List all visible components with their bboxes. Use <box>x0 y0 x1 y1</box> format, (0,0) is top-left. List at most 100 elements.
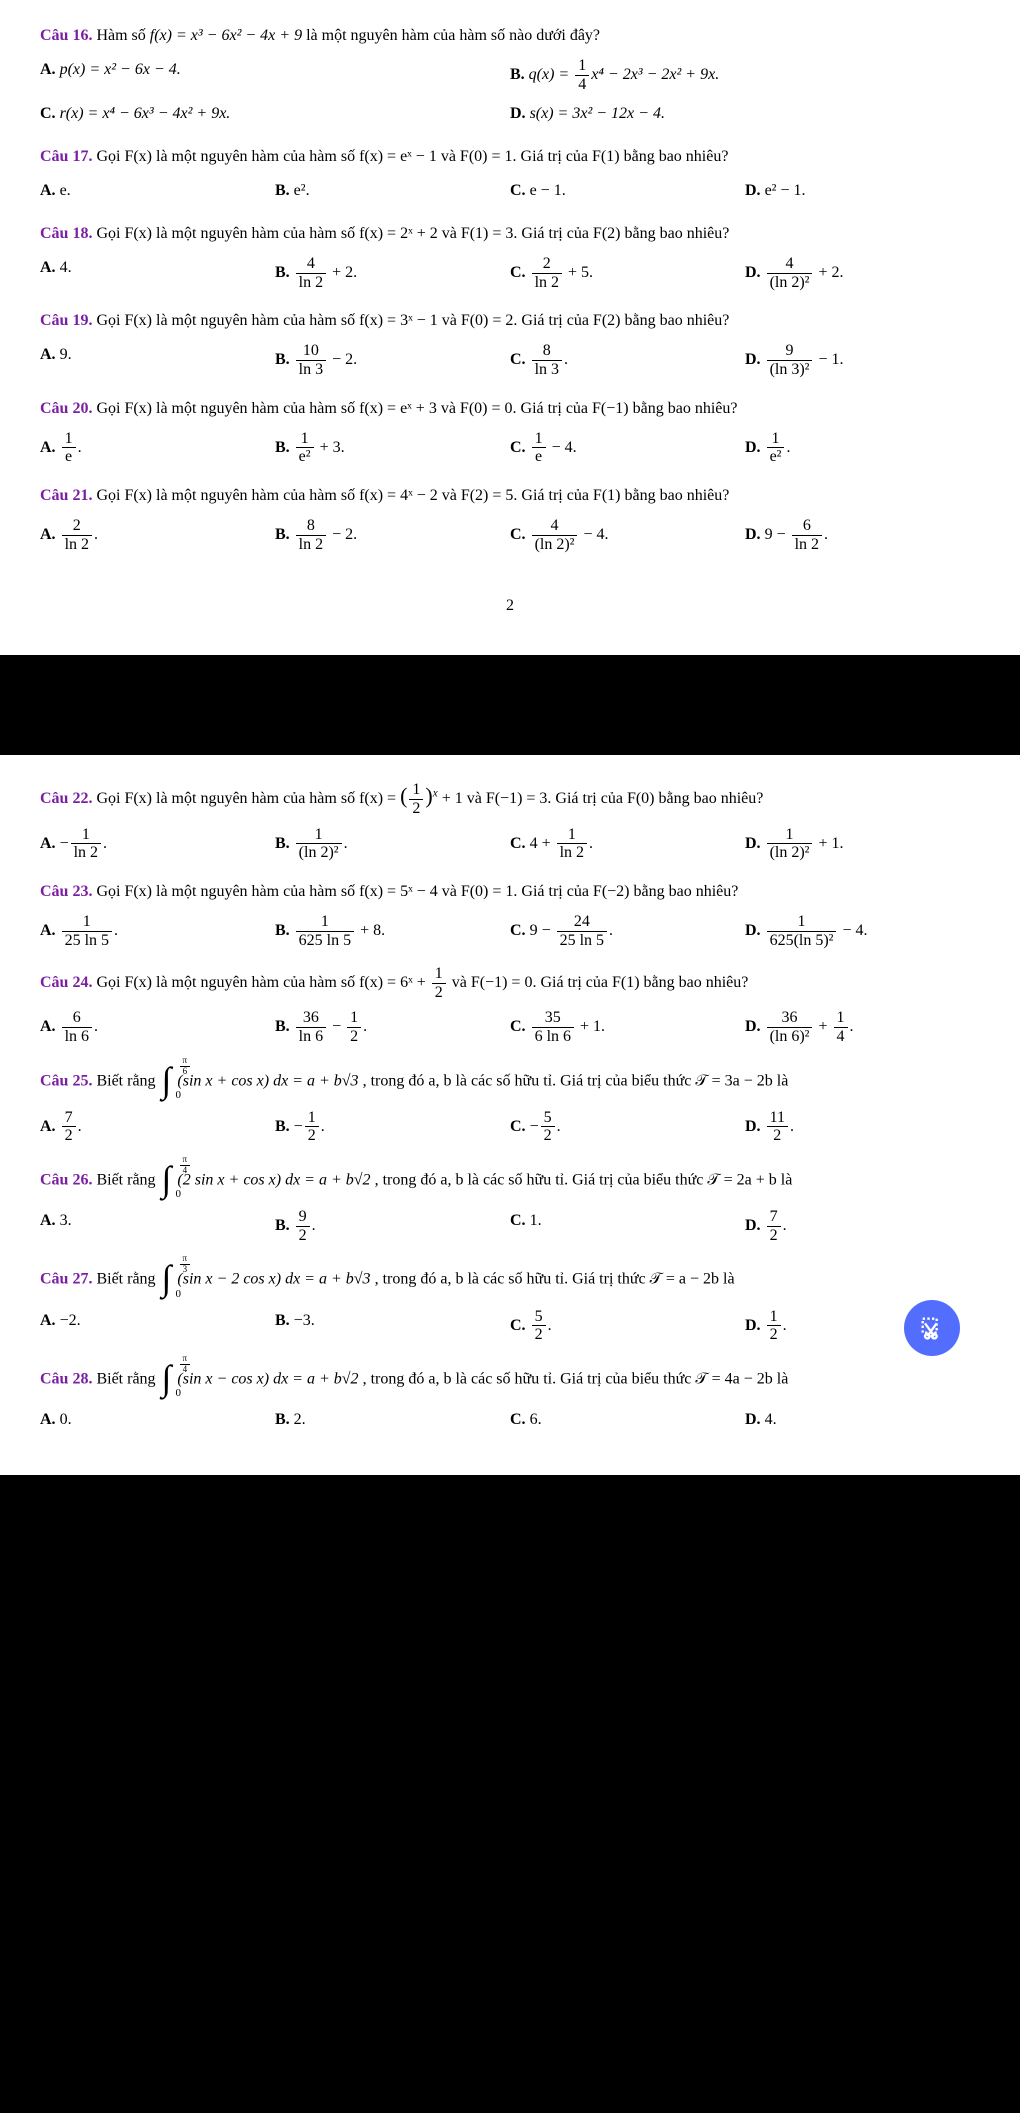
question-21: Câu 21. Gọi F(x) là một nguyên hàm của h… <box>40 482 980 557</box>
q26-text-after: , trong đó a, b là các số hữu tỉ. Giá tr… <box>375 1171 793 1188</box>
question-22: Câu 22. Gọi F(x) là một nguyên hàm của h… <box>40 777 980 866</box>
q17-d: e² − 1. <box>765 182 806 199</box>
q28-text-after: , trong đó a, b là các số hữu tỉ. Giá tr… <box>363 1370 789 1387</box>
q20-c-post: − 4. <box>548 438 577 455</box>
q27-b: −3. <box>294 1312 315 1329</box>
q22-a-post: . <box>103 834 107 851</box>
q18-text: Gọi F(x) là một nguyên hàm của hàm số f(… <box>96 225 729 242</box>
q22-text-before: Gọi F(x) là một nguyên hàm của hàm số f(… <box>96 790 400 807</box>
question-28: Câu 28. Biết rằng ∫π40 (sin x − cos x) d… <box>40 1360 980 1437</box>
q23-text: Gọi F(x) là một nguyên hàm của hàm số f(… <box>96 883 738 900</box>
label-c: C. <box>40 105 60 122</box>
q28-text-before: Biết rằng <box>96 1370 159 1387</box>
q19-num: Câu 19. <box>40 312 92 329</box>
q24-text-before: Gọi F(x) là một nguyên hàm của hàm số f(… <box>96 974 429 991</box>
q20-num: Câu 20. <box>40 400 92 417</box>
q28-a: 0. <box>60 1411 72 1428</box>
q22-text-after: + 1 và F(−1) = 3. Giá trị của F(0) bằng … <box>442 790 764 807</box>
q19-a: 9. <box>60 346 72 363</box>
integral-icon: ∫π40 <box>162 1161 172 1200</box>
q27-a: −2. <box>60 1312 81 1329</box>
label-d: D. <box>510 105 530 122</box>
q19-b-post: − 2. <box>328 351 357 368</box>
q18-a: 4. <box>60 259 72 276</box>
q27-d-post: . <box>783 1316 787 1333</box>
q22-num: Câu 22. <box>40 790 92 807</box>
q27-integrand: (sin x − 2 cos x) dx = a + b√3 <box>177 1271 370 1288</box>
q26-integrand: (2 sin x + cos x) dx = a + b√2 <box>177 1171 370 1188</box>
question-25: Câu 25. Biết rằng ∫π60 (sin x + cos x) d… <box>40 1062 980 1149</box>
q27-text-before: Biết rằng <box>96 1271 159 1288</box>
q21-text: Gọi F(x) là một nguyên hàm của hàm số f(… <box>96 487 729 504</box>
q17-text: Gọi F(x) là một nguyên hàm của hàm số f(… <box>96 148 728 165</box>
q16-a: p(x) = x² − 6x − 4. <box>60 61 181 78</box>
question-23: Câu 23. Gọi F(x) là một nguyên hàm của h… <box>40 878 980 953</box>
page-2: Câu 22. Gọi F(x) là một nguyên hàm của h… <box>0 755 1020 1474</box>
q26-b-post: . <box>312 1217 316 1234</box>
question-20: Câu 20. Gọi F(x) là một nguyên hàm của h… <box>40 395 980 470</box>
q16-fx: f(x) = x³ − 6x² − 4x + 9 <box>150 27 302 44</box>
q25-text-after: , trong đó a, b là các số hữu tỉ. Giá tr… <box>363 1072 789 1089</box>
q18-d-post: + 2. <box>814 264 843 281</box>
q24-d-post: . <box>850 1018 854 1035</box>
q26-a: 3. <box>60 1212 72 1229</box>
q21-a-post: . <box>94 526 98 543</box>
q26-num: Câu 26. <box>40 1171 92 1188</box>
q25-integrand: (sin x + cos x) dx = a + b√3 <box>177 1072 358 1089</box>
q21-b-post: − 2. <box>328 526 357 543</box>
q27-c-post: . <box>548 1316 552 1333</box>
q27-text-after: , trong đó a, b là các số hữu tỉ. Giá tr… <box>375 1271 735 1288</box>
q22-c-post: . <box>589 834 593 851</box>
q26-d-post: . <box>783 1217 787 1234</box>
question-26: Câu 26. Biết rằng ∫π40 (2 sin x + cos x)… <box>40 1161 980 1248</box>
q23-c-post: . <box>609 922 613 939</box>
question-19: Câu 19. Gọi F(x) là một nguyên hàm của h… <box>40 307 980 382</box>
q25-d-post: . <box>790 1118 794 1135</box>
q18-b-post: + 2. <box>328 264 357 281</box>
q20-b-post: + 3. <box>316 438 345 455</box>
q22-a-pre: − <box>60 834 69 851</box>
q23-c-pre: 9 − <box>530 922 555 939</box>
q28-integrand: (sin x − cos x) dx = a + b√2 <box>177 1370 358 1387</box>
q28-d: 4. <box>765 1411 777 1428</box>
q24-num: Câu 24. <box>40 974 92 991</box>
q16-d: s(x) = 3x² − 12x − 4. <box>530 105 665 122</box>
q24-b-mid: − <box>328 1018 345 1035</box>
q25-c-post: . <box>557 1118 561 1135</box>
q26-c: 1. <box>530 1212 542 1229</box>
q23-b-post: + 8. <box>356 922 385 939</box>
q17-b: e². <box>294 182 310 199</box>
q25-text-before: Biết rằng <box>96 1072 159 1089</box>
q28-c: 6. <box>530 1411 542 1428</box>
q22-d-post: + 1. <box>814 834 843 851</box>
integral-icon: ∫π60 <box>162 1062 172 1101</box>
q17-c: e − 1. <box>530 182 566 199</box>
crop-fab-button[interactable] <box>904 1300 960 1356</box>
q28-b: 2. <box>294 1411 306 1428</box>
q16-num: Câu 16. <box>40 27 92 44</box>
q17-num: Câu 17. <box>40 148 92 165</box>
q24-b-post: . <box>363 1018 367 1035</box>
q16-b-post: x⁴ − 2x³ − 2x² + 9x. <box>591 66 719 83</box>
q21-c-post: − 4. <box>579 526 608 543</box>
q28-num: Câu 28. <box>40 1370 92 1387</box>
q25-c-pre: − <box>530 1118 539 1135</box>
q18-num: Câu 18. <box>40 225 92 242</box>
q22-b-post: . <box>344 834 348 851</box>
q18-c-post: + 5. <box>564 264 593 281</box>
q26-text-before: Biết rằng <box>96 1171 159 1188</box>
integral-icon: ∫π30 <box>162 1260 172 1299</box>
q16-b-pre: q(x) = <box>529 66 574 83</box>
page-gap <box>0 655 1020 755</box>
question-24: Câu 24. Gọi F(x) là một nguyên hàm của h… <box>40 965 980 1049</box>
label-a: A. <box>40 61 60 78</box>
q25-num: Câu 25. <box>40 1072 92 1089</box>
q23-d-post: − 4. <box>838 922 867 939</box>
q23-a-post: . <box>114 922 118 939</box>
question-16: Câu 16. Hàm số f(x) = x³ − 6x² − 4x + 9 … <box>40 22 980 131</box>
page-number: 2 <box>40 597 980 615</box>
label-b: B. <box>510 66 529 83</box>
page-1: Câu 16. Hàm số f(x) = x³ − 6x² − 4x + 9 … <box>0 0 1020 655</box>
q22-c-pre: 4 + <box>530 834 555 851</box>
q17-a: e. <box>60 182 71 199</box>
